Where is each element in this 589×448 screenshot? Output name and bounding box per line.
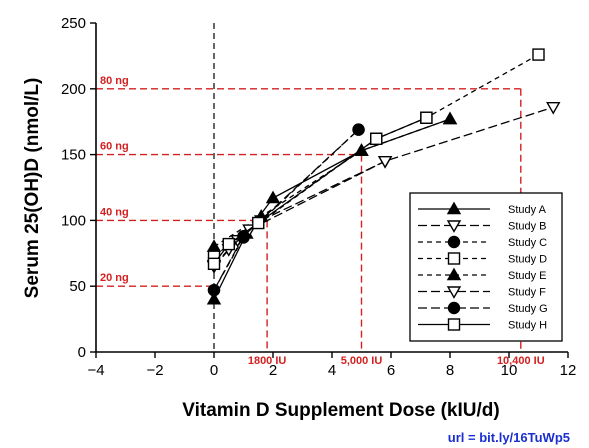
y-tick-label: 0 xyxy=(78,344,86,361)
legend-label: Study H xyxy=(508,320,547,332)
x-tick-label: 6 xyxy=(387,362,395,379)
data-point-marker xyxy=(207,283,221,297)
reference-label-iu: 5,000 IU xyxy=(341,355,383,367)
legend: Study A Study B Study C Study D Study E Study… xyxy=(409,192,563,342)
legend-item: Study B xyxy=(418,220,547,233)
reference-label-ng: 40 ng xyxy=(100,206,129,218)
series-line xyxy=(213,129,359,291)
legend-label: Study D xyxy=(508,254,547,266)
data-point-marker xyxy=(446,220,462,233)
x-axis-title: Vitamin D Supplement Dose (kIU/d) xyxy=(182,400,499,421)
series-lines xyxy=(206,48,561,305)
x-tick-label: −4 xyxy=(87,362,104,379)
data-point-marker xyxy=(206,291,222,305)
data-point-marker xyxy=(447,301,461,315)
legend-item: Study D xyxy=(418,252,547,266)
legend-label: Study G xyxy=(508,303,548,315)
data-point-marker xyxy=(420,111,433,124)
data-point-marker xyxy=(442,111,458,125)
data-point-marker xyxy=(370,132,383,146)
series-study-g xyxy=(207,123,365,297)
y-tick-label: 100 xyxy=(61,212,86,229)
data-point-marker xyxy=(446,286,462,299)
x-tick-label: 12 xyxy=(560,362,577,379)
x-tick-label: −2 xyxy=(146,362,163,379)
y-tick-label: 50 xyxy=(69,278,86,295)
x-tick-label: 10 xyxy=(501,362,518,379)
reference-label-ng: 80 ng xyxy=(100,75,129,87)
data-point-marker xyxy=(206,239,222,252)
data-point-marker xyxy=(265,190,281,204)
data-point-marker xyxy=(237,229,250,243)
series-line xyxy=(213,160,386,266)
reference-label-ng: 20 ng xyxy=(100,272,129,284)
series-study-f xyxy=(206,155,393,273)
x-tick-label: 2 xyxy=(269,362,277,379)
data-point-marker xyxy=(352,123,365,136)
data-point-marker xyxy=(532,48,545,61)
legend-item: Study C xyxy=(418,235,547,249)
legend-label: Study E xyxy=(508,270,547,282)
data-point-marker xyxy=(252,216,265,230)
legend-item: Study H xyxy=(418,318,547,332)
data-point-marker xyxy=(222,237,235,251)
series-study-h xyxy=(207,111,433,271)
y-tick-label: 150 xyxy=(61,147,86,164)
legend-label: Study B xyxy=(508,221,547,233)
legend-item: Study G xyxy=(418,301,548,315)
reference-label-iu: 1800 IU xyxy=(248,355,287,367)
x-tick-label: 4 xyxy=(328,362,336,379)
y-tick-label: 200 xyxy=(61,81,86,98)
data-point-marker xyxy=(447,318,461,331)
x-tick-label: 8 xyxy=(446,362,454,379)
legend-item: Study F xyxy=(418,286,546,299)
legend-label: Study C xyxy=(508,237,547,249)
legend-item: Study A xyxy=(418,201,547,216)
data-point-marker xyxy=(207,257,221,271)
legend-box xyxy=(409,192,563,342)
data-point-marker xyxy=(446,267,462,281)
data-point-marker xyxy=(377,155,393,169)
series-line xyxy=(213,129,359,291)
series-study-c xyxy=(207,123,365,297)
legend-label: Study A xyxy=(508,204,547,216)
data-point-marker xyxy=(546,102,561,115)
axes: −4 −2 0 2 4 6 8 10 12 0 50 100 150 200 250 xyxy=(61,15,576,379)
data-point-marker xyxy=(447,252,461,265)
reference-label-ng: 60 ng xyxy=(100,141,129,153)
series-line xyxy=(213,118,451,248)
url-text: url = bit.ly/16TuWp5 xyxy=(448,430,570,445)
y-axis-title: Serum 25(OH)D (nmol/L) xyxy=(22,78,43,299)
x-tick-label: 0 xyxy=(210,362,218,379)
data-point-marker xyxy=(447,235,461,249)
data-point-marker xyxy=(446,201,462,215)
legend-label: Study F xyxy=(508,287,546,299)
legend-item: Study E xyxy=(418,267,547,282)
y-tick-label: 250 xyxy=(61,15,86,32)
